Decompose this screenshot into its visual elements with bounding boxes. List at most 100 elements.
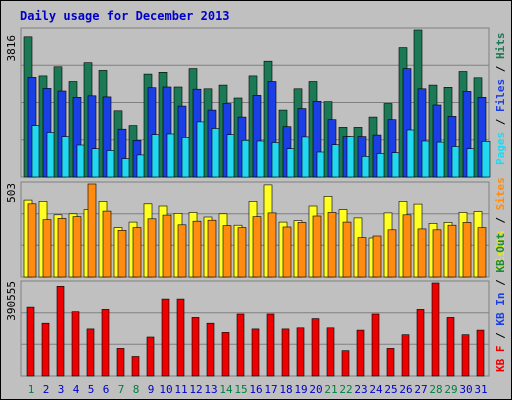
bar-pages-day-31 bbox=[481, 141, 491, 178]
day-label-2: 2 bbox=[43, 383, 50, 396]
bar-sites-day-11 bbox=[177, 224, 187, 278]
bar-sites-day-3 bbox=[57, 218, 67, 278]
bar-kb-f-day-6 bbox=[101, 309, 110, 377]
bar-kb-f-day-14 bbox=[221, 332, 230, 377]
bar-sites-day-9 bbox=[147, 218, 157, 278]
visits-panel-legend: Visits / Sites bbox=[494, 177, 507, 270]
bar-kb-f-day-19 bbox=[296, 327, 305, 377]
day-label-17: 17 bbox=[264, 383, 277, 396]
bar-sites-day-22 bbox=[342, 221, 352, 278]
visits-panel-bars bbox=[23, 183, 487, 278]
day-label-12: 12 bbox=[189, 383, 202, 396]
bar-kb-f-day-7 bbox=[116, 348, 125, 377]
bar-sites-day-17 bbox=[267, 212, 277, 278]
bar-kb-f-day-28 bbox=[431, 282, 440, 377]
bar-kb-f-day-31 bbox=[476, 329, 485, 377]
legend-visits: Visits bbox=[494, 230, 507, 270]
bar-sites-day-30 bbox=[462, 222, 472, 278]
hits-panel-bars bbox=[23, 29, 491, 178]
day-label-11: 11 bbox=[174, 383, 187, 396]
day-label-10: 10 bbox=[159, 383, 172, 396]
bar-kb-f-day-5 bbox=[86, 328, 95, 377]
bar-kb-f-day-20 bbox=[311, 318, 320, 377]
legend-pages: Pages bbox=[494, 132, 507, 165]
bar-sites-day-12 bbox=[192, 220, 202, 278]
legend-kb-out: KB Out bbox=[494, 233, 507, 273]
bar-sites-day-20 bbox=[312, 215, 322, 278]
legend-kb-f: KB F bbox=[494, 346, 507, 373]
bar-kb-f-day-27 bbox=[416, 309, 425, 377]
day-label-4: 4 bbox=[73, 383, 80, 396]
bar-sites-day-13 bbox=[207, 219, 217, 278]
bar-kb-f-day-2 bbox=[41, 322, 50, 377]
bar-kb-f-day-9 bbox=[146, 336, 155, 377]
bar-sites-day-5 bbox=[87, 183, 97, 278]
bar-kb-f-day-10 bbox=[161, 298, 170, 377]
legend-files: Files bbox=[494, 79, 507, 112]
visits-sites-panel: 503 Visits / Sites bbox=[5, 177, 507, 278]
x-axis-day-labels: 1 2 3 4 5 6 7 8 9 10 11 12 13 14 15 16 17 18 19 20 21 22 23 24 2… bbox=[28, 383, 488, 396]
day-label-7: 7 bbox=[118, 383, 125, 396]
day-label-3: 3 bbox=[58, 383, 65, 396]
bar-kb-f-day-24 bbox=[371, 313, 380, 377]
day-label-1: 1 bbox=[28, 383, 35, 396]
day-label-14: 14 bbox=[219, 383, 233, 396]
bar-kb-f-day-18 bbox=[281, 328, 290, 377]
day-label-27: 27 bbox=[414, 383, 427, 396]
svg-text:KB F / KB In / KB Out: KB F / KB In / KB Out bbox=[494, 233, 507, 372]
day-label-19: 19 bbox=[294, 383, 307, 396]
day-label-9: 9 bbox=[148, 383, 155, 396]
hits-panel-legend: Pages / Files / Hits bbox=[494, 33, 507, 166]
bar-sites-day-16 bbox=[252, 216, 262, 278]
chart-title: Daily usage for December 2013 bbox=[20, 9, 230, 23]
bar-sites-day-23 bbox=[357, 237, 367, 278]
bar-sites-day-27 bbox=[417, 228, 427, 278]
kb-panel-max-label: 390555 bbox=[5, 281, 18, 321]
bar-kb-f-day-13 bbox=[206, 322, 215, 377]
bar-kb-f-day-30 bbox=[461, 334, 470, 377]
day-label-16: 16 bbox=[249, 383, 262, 396]
day-label-5: 5 bbox=[88, 383, 95, 396]
legend-kb-in: KB In bbox=[494, 293, 507, 326]
day-label-13: 13 bbox=[204, 383, 217, 396]
bar-sites-day-14 bbox=[222, 225, 232, 278]
legend-hits: Hits bbox=[494, 33, 507, 60]
day-label-8: 8 bbox=[133, 383, 140, 396]
svg-text:Visits / Sites: Visits / Sites bbox=[494, 177, 507, 270]
bar-kb-f-day-25 bbox=[386, 348, 395, 377]
legend-sites: Sites bbox=[494, 177, 507, 210]
bar-sites-day-29 bbox=[447, 224, 457, 278]
day-label-25: 25 bbox=[384, 383, 397, 396]
hits-panel-max-label: 3816 bbox=[5, 35, 18, 62]
bar-kb-f-day-21 bbox=[326, 327, 335, 377]
bar-sites-day-26 bbox=[402, 214, 412, 278]
bar-sites-day-2 bbox=[42, 219, 52, 278]
bar-kb-f-day-22 bbox=[341, 350, 350, 377]
kb-panel-bars bbox=[26, 282, 485, 377]
bar-kb-f-day-3 bbox=[56, 285, 65, 377]
bar-kb-f-day-17 bbox=[266, 313, 275, 377]
bar-sites-day-19 bbox=[297, 222, 307, 278]
day-label-18: 18 bbox=[279, 383, 292, 396]
bar-sites-day-28 bbox=[432, 229, 442, 278]
day-label-30: 30 bbox=[459, 383, 472, 396]
bar-sites-day-4 bbox=[72, 216, 82, 278]
kb-panel: 390555 KB F / KB In / KB Out bbox=[5, 233, 507, 377]
bar-kb-f-day-29 bbox=[446, 317, 455, 377]
day-label-6: 6 bbox=[103, 383, 110, 396]
bar-sites-day-8 bbox=[132, 227, 142, 278]
bar-sites-day-7 bbox=[117, 230, 127, 278]
day-label-20: 20 bbox=[309, 383, 322, 396]
bar-sites-day-6 bbox=[102, 210, 112, 278]
day-label-15: 15 bbox=[234, 383, 247, 396]
day-label-24: 24 bbox=[369, 383, 383, 396]
day-label-23: 23 bbox=[354, 383, 367, 396]
bar-kb-f-day-16 bbox=[251, 328, 260, 377]
bar-kb-f-day-23 bbox=[356, 329, 365, 377]
bar-kb-f-day-15 bbox=[236, 313, 245, 377]
bar-sites-day-1 bbox=[27, 203, 37, 278]
svg-text:Pages / Files / Hits: Pages / Files / Hits bbox=[494, 33, 507, 166]
bar-kb-f-day-1 bbox=[26, 306, 35, 377]
bar-kb-f-day-12 bbox=[191, 317, 200, 377]
